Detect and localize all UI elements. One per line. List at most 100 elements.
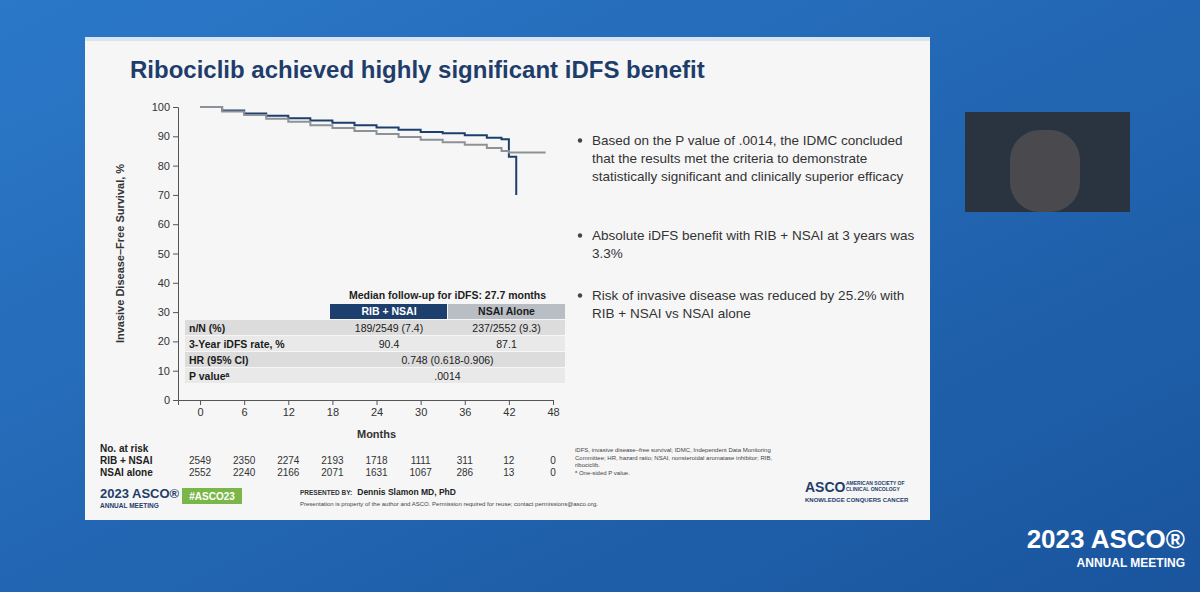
table-header: NSAI Alone <box>478 305 535 317</box>
slide-panel <box>85 37 930 520</box>
y-tick: 90 <box>158 130 178 142</box>
risk-count: 2240 <box>233 467 256 478</box>
y-tick-label: 0 <box>164 394 170 406</box>
risk-count: 2193 <box>321 455 344 466</box>
x-axis: 0612182430364248 <box>179 400 560 418</box>
slide-footer: 2023 ASCO®ANNUAL MEETING#ASCO23PRESENTED… <box>100 447 909 509</box>
risk-count: 2166 <box>277 467 300 478</box>
km-curve <box>200 107 546 152</box>
x-axis-title: Months <box>357 428 396 440</box>
table-header: RIB + NSAI <box>361 305 416 317</box>
y-tick: 100 <box>152 101 178 113</box>
risk-count: 2071 <box>321 467 344 478</box>
x-tick-mark <box>465 400 466 405</box>
text-line: Committee; HR, hazard ratio; NSAI, nonst… <box>575 455 772 461</box>
table-row-label: P valueᵃ <box>189 370 230 382</box>
x-tick-label: 0 <box>197 406 203 418</box>
risk-title: No. at risk <box>100 443 149 454</box>
y-tick: 0 <box>164 394 178 406</box>
risk-count: 2350 <box>233 455 256 466</box>
x-tick-label: 12 <box>283 406 295 418</box>
y-tick-mark <box>173 136 178 137</box>
y-tick-label: 50 <box>158 248 170 260</box>
x-tick-mark <box>200 400 201 405</box>
x-tick-label: 48 <box>547 406 559 418</box>
y-tick-label: 100 <box>152 101 170 113</box>
risk-row-label: NSAI alone <box>100 467 153 478</box>
y-tick-mark <box>173 283 178 284</box>
plot-lines <box>200 107 546 195</box>
table-cell: 0.748 (0.618-0.906) <box>401 354 493 366</box>
y-tick: 70 <box>158 189 178 201</box>
x-tick: 0 <box>197 400 203 418</box>
y-tick-label: 90 <box>158 130 170 142</box>
table-row <box>185 352 565 367</box>
table-row <box>185 368 565 383</box>
risk-count: 0 <box>550 467 556 478</box>
text-line: Based on the P value of .0014, the IDMC … <box>592 133 902 148</box>
x-tick-label: 42 <box>503 406 515 418</box>
inset-table: Median follow-up for iDFS: 27.7 months RI… <box>185 289 565 383</box>
table-caption: Median follow-up for iDFS: 27.7 months <box>349 289 546 301</box>
bullets: Based on the P value of .0014, the IDMC … <box>578 133 915 321</box>
chart-title: Ribociclib achieved highly significant i… <box>130 56 705 83</box>
risk-count: 1067 <box>410 467 433 478</box>
presenter: Dennis Slamon MD, PhD <box>357 487 456 497</box>
x-tick-mark <box>553 400 554 405</box>
hashtag: #ASCO23 <box>189 491 235 502</box>
y-tick: 10 <box>158 365 178 377</box>
hashtag-box <box>182 488 242 504</box>
y-tick-label: 60 <box>158 218 170 230</box>
risk-count: 2552 <box>189 467 212 478</box>
background <box>0 0 1200 592</box>
y-tick-label: 40 <box>158 277 170 289</box>
banner-sub: ANNUAL MEETING <box>1077 556 1185 570</box>
risk-count: 286 <box>456 467 473 478</box>
y-tick-mark <box>173 195 178 196</box>
table-row <box>185 336 565 351</box>
text-line: Absolute iDFS benefit with RIB + NSAI at… <box>592 228 915 243</box>
x-axis-line <box>179 401 554 406</box>
bullet-dot <box>578 138 582 142</box>
tagline: KNOWLEDGE CONQUERS CANCER <box>805 497 909 503</box>
table-cell: .0014 <box>434 370 460 382</box>
x-tick-mark <box>332 400 333 405</box>
y-tick: 40 <box>158 277 178 289</box>
y-tick-label: 80 <box>158 160 170 172</box>
footer-logo: 2023 ASCO® <box>100 486 180 501</box>
table-cell: 90.4 <box>379 338 400 350</box>
text-line: 3.3% <box>592 246 623 261</box>
x-tick-label: 36 <box>459 406 471 418</box>
bullet-dot <box>578 233 582 237</box>
x-tick: 36 <box>459 400 471 418</box>
permission: Presentation is property of the author a… <box>300 501 598 507</box>
risk-row-label: RIB + NSAI <box>100 455 153 466</box>
y-tick-mark <box>173 166 178 167</box>
bullet-text: Absolute iDFS benefit with RIB + NSAI at… <box>592 228 915 261</box>
km-curve <box>200 107 516 195</box>
table-row-label: 3-Year iDFS rate, % <box>189 338 285 350</box>
x-tick: 48 <box>547 400 559 418</box>
table-header-cell <box>330 304 447 319</box>
footer-logo-sub: ANNUAL MEETING <box>100 502 159 509</box>
bullet-text: Risk of invasive disease was reduced by … <box>592 288 904 321</box>
society-sub: CLINICAL ONCOLOGY <box>846 486 900 492</box>
table-cell: 237/2552 (9.3) <box>472 322 540 334</box>
x-tick: 42 <box>503 400 515 418</box>
risk-count: 1111 <box>411 455 431 466</box>
bullet-dot <box>578 293 582 297</box>
y-tick-mark <box>173 371 178 372</box>
society-logo: ASCO <box>805 479 846 495</box>
x-tick: 18 <box>327 400 339 418</box>
text-line: statistically significant and clinically… <box>592 169 903 184</box>
risk-table: No. at riskRIB + NSAI2549235022742193171… <box>100 443 556 478</box>
y-tick: 80 <box>158 160 178 172</box>
x-tick: 24 <box>371 400 383 418</box>
y-tick: 30 <box>158 306 178 318</box>
y-tick-label: 70 <box>158 189 170 201</box>
table-cell: 87.1 <box>496 338 517 350</box>
y-tick-mark <box>173 254 178 255</box>
text-line: that the results met the criteria to dem… <box>592 151 867 166</box>
y-tick-label: 20 <box>158 335 170 347</box>
y-axis-line <box>173 108 179 401</box>
